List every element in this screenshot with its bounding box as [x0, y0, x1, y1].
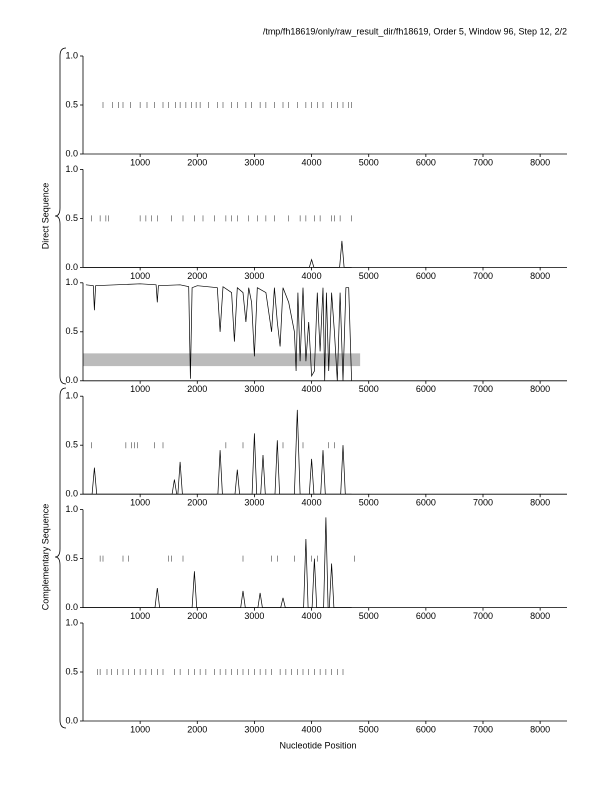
y-tick-label: 0.0	[65, 148, 78, 158]
x-tick-label: 7000	[473, 271, 493, 281]
x-tick-label: 8000	[530, 157, 550, 167]
x-tick-label: 6000	[416, 724, 436, 734]
y-tick-label: 0.0	[65, 489, 78, 499]
x-tick-label: 6000	[416, 157, 436, 167]
x-tick-label: 8000	[530, 271, 550, 281]
x-tick-label: 5000	[359, 724, 379, 734]
x-tick-label: 1000	[130, 724, 150, 734]
x-tick-label: 4000	[302, 157, 322, 167]
y-tick-label: 0.0	[65, 375, 78, 385]
y-tick-label: 0.0	[65, 262, 78, 272]
x-tick-label: 2000	[187, 157, 207, 167]
x-tick-label: 1000	[130, 157, 150, 167]
x-tick-label: 8000	[530, 384, 550, 394]
brace	[54, 387, 67, 729]
x-tick-label: 3000	[244, 157, 264, 167]
x-tick-label: 2000	[187, 724, 207, 734]
y-tick-label: 1.0	[65, 277, 78, 287]
y-axis-label: Direct Sequence	[40, 183, 50, 250]
x-tick-label: 2000	[187, 498, 207, 508]
x-tick-label: 7000	[473, 724, 493, 734]
brace	[54, 47, 67, 385]
y-tick-label: 1.0	[65, 504, 78, 514]
y-tick-label: 0.5	[65, 213, 78, 223]
y-tick-label: 1.0	[65, 164, 78, 174]
coding-potential	[85, 283, 352, 381]
gene-band	[83, 353, 361, 367]
chart-title: /tmp/fh18619/only/raw_result_dir/fh18619…	[263, 26, 567, 36]
x-tick-label: 6000	[416, 384, 436, 394]
x-tick-label: 7000	[473, 157, 493, 167]
x-tick-label: 4000	[302, 611, 322, 621]
x-tick-label: 2000	[187, 271, 207, 281]
y-tick-label: 1.0	[65, 50, 78, 60]
x-tick-label: 5000	[359, 157, 379, 167]
x-tick-label: 3000	[244, 384, 264, 394]
coding-potential	[83, 517, 352, 608]
x-tick-label: 6000	[416, 498, 436, 508]
x-tick-label: 8000	[530, 611, 550, 621]
x-tick-label: 4000	[302, 384, 322, 394]
x-tick-label: 1000	[130, 271, 150, 281]
x-tick-label: 3000	[244, 611, 264, 621]
y-tick-label: 0.5	[65, 326, 78, 336]
x-tick-label: 1000	[130, 384, 150, 394]
y-tick-label: 0.5	[65, 99, 78, 109]
x-axis-label: Nucleotide Position	[279, 740, 356, 750]
x-tick-label: 1000	[130, 611, 150, 621]
y-axis-label: Complementary Sequence	[40, 504, 50, 611]
x-tick-label: 7000	[473, 384, 493, 394]
x-tick-label: 6000	[416, 271, 436, 281]
x-tick-label: 5000	[359, 271, 379, 281]
x-tick-label: 1000	[130, 498, 150, 508]
y-tick-label: 0.0	[65, 715, 78, 725]
x-tick-label: 8000	[530, 498, 550, 508]
x-tick-label: 3000	[244, 724, 264, 734]
x-tick-label: 2000	[187, 384, 207, 394]
x-tick-label: 3000	[244, 271, 264, 281]
y-tick-label: 0.5	[65, 553, 78, 563]
x-tick-label: 4000	[302, 724, 322, 734]
y-tick-label: 0.0	[65, 602, 78, 612]
coding-potential	[83, 240, 352, 268]
x-tick-label: 7000	[473, 498, 493, 508]
x-tick-label: 5000	[359, 498, 379, 508]
x-tick-label: 7000	[473, 611, 493, 621]
x-tick-label: 6000	[416, 611, 436, 621]
x-tick-label: 5000	[359, 384, 379, 394]
x-tick-label: 8000	[530, 724, 550, 734]
x-tick-label: 3000	[244, 498, 264, 508]
x-tick-label: 2000	[187, 611, 207, 621]
x-tick-label: 5000	[359, 611, 379, 621]
x-tick-label: 4000	[302, 498, 322, 508]
x-tick-label: 4000	[302, 271, 322, 281]
y-tick-label: 1.0	[65, 617, 78, 627]
coding-potential	[83, 409, 352, 495]
y-tick-label: 0.5	[65, 440, 78, 450]
y-tick-label: 0.5	[65, 666, 78, 676]
y-tick-label: 1.0	[65, 391, 78, 401]
